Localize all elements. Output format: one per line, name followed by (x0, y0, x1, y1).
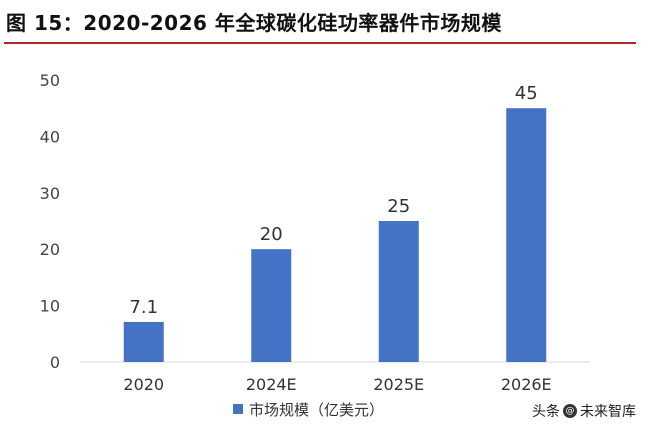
watermark: 头条 @ 未来智库 (532, 400, 636, 422)
y-tick-label: 10 (40, 297, 60, 316)
watermark-prefix: 头条 (532, 404, 560, 420)
chart-title: 图 15：2020-2026 年全球碳化硅功率器件市场规模 (6, 11, 502, 35)
legend-label: 市场规模（亿美元） (249, 401, 384, 419)
x-tick-label: 2026E (501, 375, 552, 394)
legend-swatch (233, 404, 243, 414)
bar (378, 221, 419, 362)
y-tick-label: 20 (40, 240, 60, 259)
y-tick-label: 30 (40, 184, 60, 203)
x-tick-label: 2020 (123, 375, 164, 394)
title-divider (4, 42, 636, 44)
watermark-name: 未来智库 (580, 404, 636, 420)
bar (251, 249, 292, 362)
y-tick-label: 0 (50, 353, 60, 372)
data-label: 7.1 (129, 297, 158, 318)
data-label: 20 (260, 224, 283, 245)
y-tick-label: 50 (40, 71, 60, 90)
watermark-at-icon: @ (563, 404, 577, 418)
bar (506, 108, 547, 362)
chart-axes: 0 10 20 30 40 50 2020 2024E 2025E 2026E (40, 71, 590, 394)
chart-bars (123, 108, 547, 362)
x-tick-label: 2025E (373, 375, 424, 394)
data-label: 45 (515, 83, 538, 104)
chart-data-labels: 7.1 20 25 45 (129, 83, 537, 318)
data-label: 25 (387, 196, 410, 217)
x-tick-label: 2024E (246, 375, 297, 394)
chart-legend: 市场规模（亿美元） (233, 401, 384, 419)
bar (123, 321, 164, 362)
y-tick-label: 40 (40, 127, 60, 146)
